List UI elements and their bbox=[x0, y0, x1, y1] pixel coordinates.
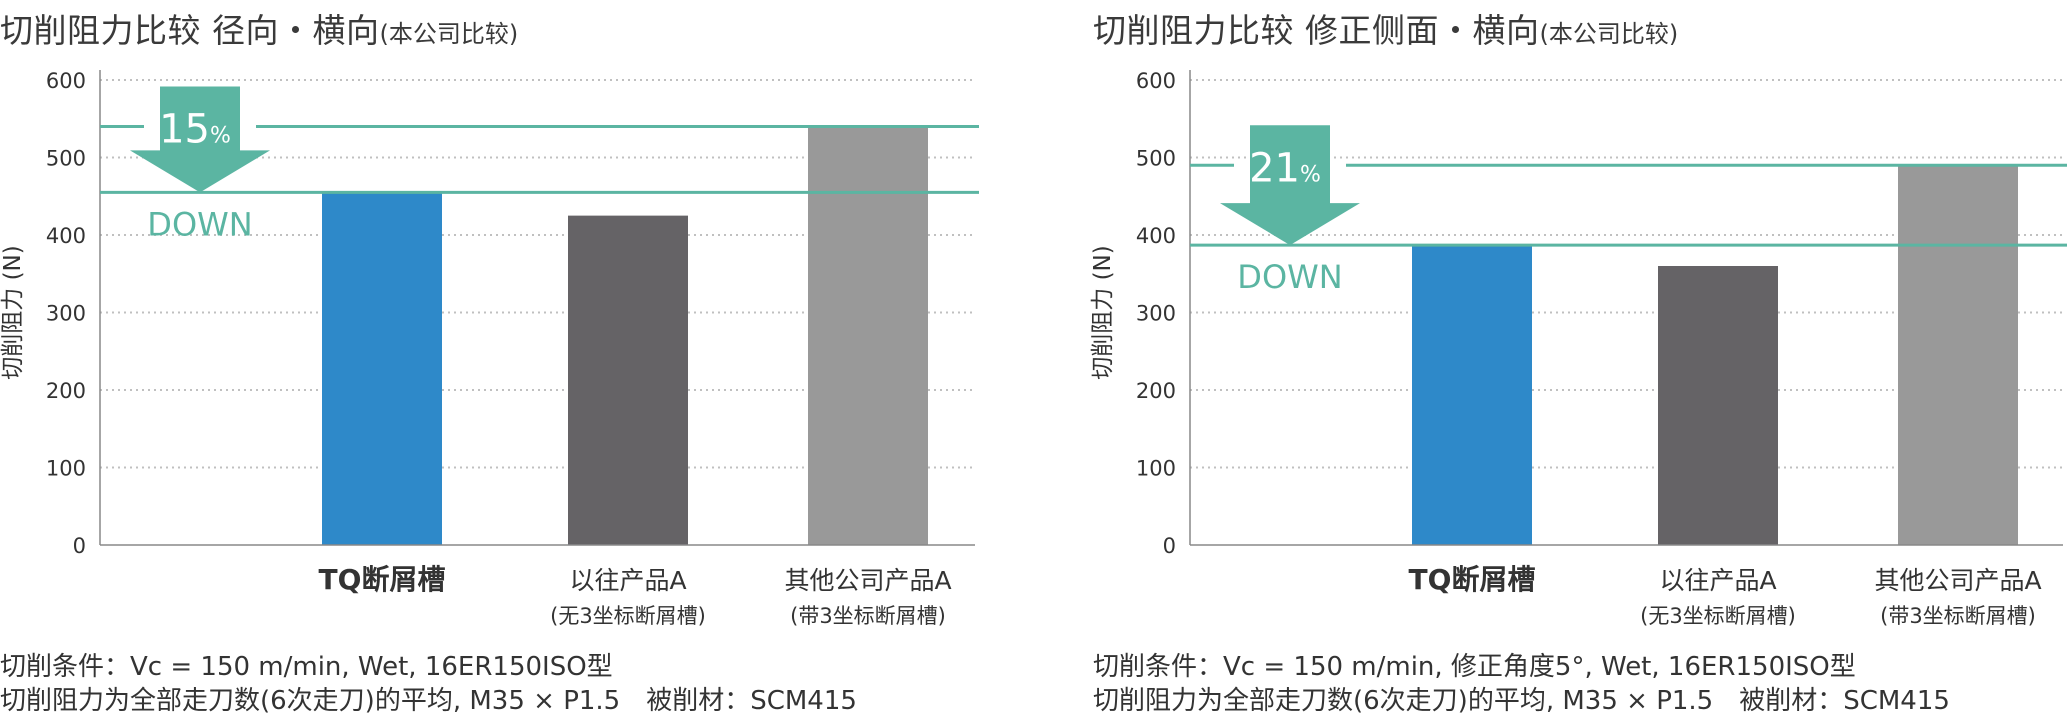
category-sublabel: (无3坐标断屑槽) bbox=[550, 604, 706, 628]
cutting-conditions: 切削条件：Vc = 150 m/min, Wet, 16ER150ISO型 bbox=[0, 652, 613, 682]
y-tick-label: 0 bbox=[1163, 534, 1176, 558]
y-tick-label: 500 bbox=[1136, 147, 1176, 171]
y-axis-label: 切削阻力 (N) bbox=[0, 245, 26, 379]
y-tick-label: 500 bbox=[46, 147, 86, 171]
y-axis-label: 切削阻力 (N) bbox=[1090, 245, 1116, 379]
y-tick-label: 0 bbox=[73, 534, 86, 558]
bar bbox=[322, 192, 442, 545]
bar bbox=[1658, 266, 1778, 545]
y-tick-label: 300 bbox=[46, 302, 86, 326]
category-sublabel: (带3坐标断屑槽) bbox=[790, 604, 946, 628]
chart-title: 切削阻力比较 径向・横向(本公司比较) bbox=[0, 4, 518, 52]
category-label: 以往产品A bbox=[569, 566, 686, 595]
chart-title-main: 切削阻力比较 修正侧面・横向 bbox=[1093, 11, 1540, 50]
down-arrow-icon bbox=[130, 86, 270, 193]
category-label: TQ断屑槽 bbox=[319, 563, 446, 596]
badge-percent: 21% bbox=[1249, 145, 1321, 191]
chart-title: 切削阻力比较 修正侧面・横向(本公司比较) bbox=[1093, 4, 1678, 52]
y-tick-label: 600 bbox=[1136, 69, 1176, 93]
category-sublabel: (带3坐标断屑槽) bbox=[1880, 604, 2036, 628]
badge-percent: 15% bbox=[159, 107, 231, 153]
category-label: 其他公司产品A bbox=[1874, 566, 2041, 595]
y-tick-label: 300 bbox=[1136, 302, 1176, 326]
badge-down-label: DOWN bbox=[147, 205, 252, 243]
y-tick-label: 100 bbox=[1136, 457, 1176, 481]
chart-panel-corrected-side: 切削阻力比较 修正侧面・横向(本公司比较) 0 100 200 300 400 500 60… bbox=[1090, 0, 2070, 716]
chart-title-sub: (本公司比较) bbox=[379, 20, 519, 48]
y-tick-label: 400 bbox=[1136, 224, 1176, 248]
bar bbox=[1898, 165, 2018, 545]
y-tick-label: 100 bbox=[46, 457, 86, 481]
down-arrow-icon bbox=[1220, 125, 1360, 246]
cutting-notes: 切削阻力为全部走刀数(6次走刀)的平均, M35 × P1.5 被削材：SCM4… bbox=[1093, 686, 1950, 716]
chart-title-main: 切削阻力比较 径向・横向 bbox=[0, 11, 380, 50]
badge-down-label: DOWN bbox=[1237, 258, 1342, 296]
y-tick-label: 200 bbox=[46, 379, 86, 403]
category-label: 其他公司产品A bbox=[784, 566, 951, 595]
y-tick-label: 600 bbox=[46, 69, 86, 93]
y-tick-label: 200 bbox=[1136, 379, 1176, 403]
bar-chart: 0 100 200 300 400 500 600 切削阻力 (N) 15% DOWN TQ断屑槽 以… bbox=[0, 69, 979, 628]
bar-chart: 0 100 200 300 400 500 600 切削阻力 (N) 21% DOWN TQ断屑槽 以… bbox=[1090, 69, 2067, 628]
category-sublabel: (无3坐标断屑槽) bbox=[1640, 604, 1796, 628]
category-label: TQ断屑槽 bbox=[1409, 563, 1536, 596]
y-tick-label: 400 bbox=[46, 224, 86, 248]
cutting-notes: 切削阻力为全部走刀数(6次走刀)的平均, M35 × P1.5 被削材：SCM4… bbox=[0, 686, 857, 716]
chart-panel-radial: 切削阻力比较 径向・横向(本公司比较) 0 100 200 300 400 500 600 切… bbox=[0, 0, 1000, 716]
category-label: 以往产品A bbox=[1659, 566, 1776, 595]
bar bbox=[1412, 245, 1532, 545]
cutting-conditions: 切削条件：Vc = 150 m/min, 修正角度5°, Wet, 16ER15… bbox=[1093, 652, 1856, 682]
chart-title-sub: (本公司比较) bbox=[1539, 20, 1679, 48]
bar bbox=[568, 215, 688, 545]
bar bbox=[808, 126, 928, 545]
